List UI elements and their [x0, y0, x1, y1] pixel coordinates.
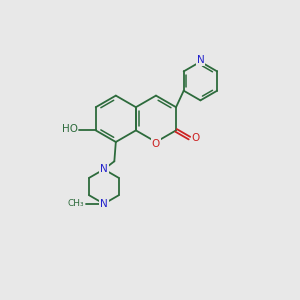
Text: O: O [152, 139, 160, 149]
Text: HO: HO [62, 124, 78, 134]
Text: N: N [100, 199, 108, 209]
Text: CH₃: CH₃ [67, 199, 84, 208]
Text: N: N [100, 164, 108, 174]
Text: O: O [191, 133, 200, 143]
Text: N: N [196, 55, 204, 65]
